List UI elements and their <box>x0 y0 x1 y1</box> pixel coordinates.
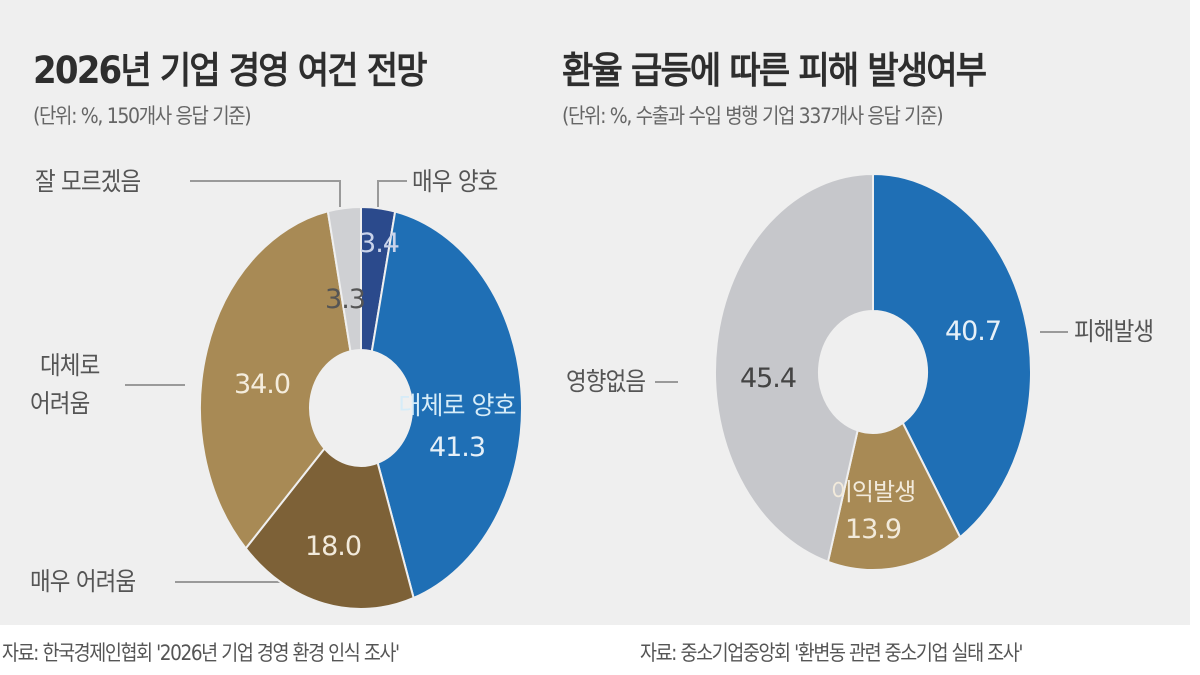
value-mostly-hard: 34.0 <box>234 369 290 400</box>
right-chart-subtitle: (단위: %, 수출과 수입 병행 기업 337개사 응답 기준) <box>562 104 944 128</box>
donut-slice <box>714 172 874 564</box>
value-very-good: 3.4 <box>359 228 399 259</box>
value-profit: 13.9 <box>845 514 901 545</box>
label-mostly-hard-2: 어려움 <box>30 389 90 418</box>
label-dont-know: 잘 모르겠음 <box>35 167 141 196</box>
donut-slice <box>826 421 962 571</box>
left-donut-chart <box>199 205 523 610</box>
right-chart-title: 환율 급등에 따른 피해 발생여부 <box>562 49 987 92</box>
left-chart-subtitle: (단위: %, 150개사 응답 기준) <box>33 104 252 128</box>
label-profit: 이익발생 <box>831 478 915 506</box>
value-no-effect: 45.4 <box>740 363 796 394</box>
label-damage: 피해발생 <box>1074 317 1154 346</box>
value-damage: 40.7 <box>945 316 1001 347</box>
donut-slice <box>370 210 523 600</box>
label-no-effect: 영향없음 <box>566 367 646 396</box>
right-leader-lines <box>655 331 1068 383</box>
label-very-hard: 매우 어려움 <box>30 567 136 596</box>
value-mostly-good: 41.3 <box>429 432 485 463</box>
value-very-hard: 18.0 <box>305 531 361 562</box>
right-donut-chart <box>714 172 1033 571</box>
value-dont-know: 3.3 <box>325 284 365 315</box>
donut-slice <box>872 172 1033 539</box>
label-very-good: 매우 양호 <box>412 167 498 196</box>
left-chart-title: 2026년 기업 경영 여건 전망 <box>33 49 428 92</box>
donut-slice <box>199 210 352 550</box>
donut-slice <box>326 205 362 353</box>
donut-slice <box>244 446 415 610</box>
left-source-note: 자료: 한국경제인협회 '2026년 기업 경영 환경 인식 조사' <box>2 641 400 665</box>
right-source-note: 자료: 중소기업중앙회 '환변동 관련 중소기업 실태 조사' <box>640 641 1023 665</box>
left-leader-lines <box>125 180 407 583</box>
label-mostly-hard-1: 대체로 <box>40 351 100 380</box>
label-mostly-good: 대체로 양호 <box>399 391 516 420</box>
